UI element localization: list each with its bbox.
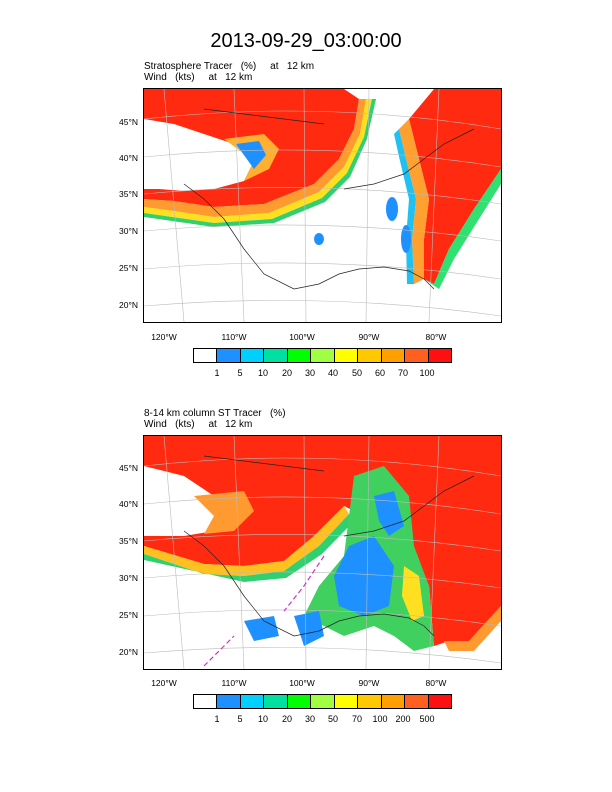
colorbar-label: 10: [257, 714, 268, 724]
lon-label: 120°W: [151, 678, 177, 688]
tracer-map-top: [144, 89, 501, 322]
colorbar-label: 500: [419, 714, 435, 724]
lon-label: 110°W: [221, 678, 247, 688]
colorbar-swatch: [358, 349, 382, 362]
colorbar-label: 20: [281, 714, 292, 724]
colorbar-swatch: [358, 695, 382, 708]
panel2-title: 8-14 km column ST Tracer (%): [144, 408, 286, 419]
colorbar-label: 5: [237, 714, 243, 724]
map-panel-bottom: [143, 435, 502, 670]
lon-label: 80°W: [425, 678, 447, 688]
lon-label: 120°W: [151, 332, 177, 342]
colorbar-label: 100: [419, 368, 435, 378]
lat-label: 35°N: [119, 189, 138, 199]
colorbar-swatch: [217, 349, 241, 362]
colorbar-label: 10: [257, 368, 268, 378]
colorbar-label: 200: [395, 714, 411, 724]
lat-label: 30°N: [119, 226, 138, 236]
colorbar-label: 1: [214, 368, 220, 378]
lon-label: 90°W: [358, 678, 380, 688]
colorbar-label: 50: [351, 368, 362, 378]
lat-label: 45°N: [119, 117, 138, 127]
colorbar-label: 60: [374, 368, 385, 378]
lon-label: 100°W: [289, 678, 315, 688]
lat-label: 40°N: [119, 153, 138, 163]
panel1-title: Stratosphere Tracer (%) at 12 km: [144, 61, 315, 72]
panel2-subtitle: Wind (kts) at 12 km: [144, 419, 253, 430]
lat-label: 30°N: [119, 573, 138, 583]
colorbar-swatch: [311, 695, 335, 708]
colorbar-label: 30: [304, 714, 315, 724]
colorbar-swatch: [194, 695, 218, 708]
map-panel-top: [143, 88, 502, 323]
colorbar-top: [193, 348, 452, 363]
colorbar-swatch: [405, 349, 429, 362]
main-title: 2013-09-29_03:00:00: [210, 30, 402, 52]
colorbar-swatch: [240, 349, 265, 362]
lat-label: 25°N: [119, 610, 138, 620]
panel1-subtitle: Wind (kts) at 12 km: [144, 72, 253, 83]
colorbar-swatch: [428, 695, 451, 708]
tracer-map-bottom: [144, 436, 501, 669]
colorbar-label: 1: [214, 714, 220, 724]
colorbar-swatch: [264, 695, 288, 708]
lat-label: 45°N: [119, 463, 138, 473]
colorbar-swatch: [287, 349, 312, 362]
lon-label: 100°W: [289, 332, 315, 342]
lat-label: 20°N: [119, 647, 138, 657]
colorbar-label: 40: [327, 368, 338, 378]
colorbar-swatch: [381, 695, 406, 708]
colorbar-swatch: [334, 349, 359, 362]
colorbar-label: 30: [304, 368, 315, 378]
colorbar-swatch: [287, 695, 312, 708]
colorbar-swatch: [405, 695, 429, 708]
colorbar-label: 50: [327, 714, 338, 724]
lat-label: 25°N: [119, 263, 138, 273]
lon-label: 90°W: [358, 332, 380, 342]
lon-label: 110°W: [221, 332, 247, 342]
colorbar-swatch: [311, 349, 335, 362]
colorbar-swatch: [381, 349, 406, 362]
colorbar-swatch: [240, 695, 265, 708]
lat-label: 20°N: [119, 300, 138, 310]
lon-label: 80°W: [425, 332, 447, 342]
colorbar-label: 5: [237, 368, 243, 378]
colorbar-label: 20: [281, 368, 292, 378]
colorbar-swatch: [428, 349, 451, 362]
colorbar-bottom: [193, 694, 452, 709]
lat-label: 40°N: [119, 499, 138, 509]
colorbar-swatch: [334, 695, 359, 708]
colorbar-swatch: [217, 695, 241, 708]
lat-label: 35°N: [119, 536, 138, 546]
colorbar-label: 70: [351, 714, 362, 724]
colorbar-swatch: [264, 349, 288, 362]
colorbar-swatch: [194, 349, 218, 362]
colorbar-label: 70: [397, 368, 408, 378]
colorbar-label: 100: [372, 714, 388, 724]
